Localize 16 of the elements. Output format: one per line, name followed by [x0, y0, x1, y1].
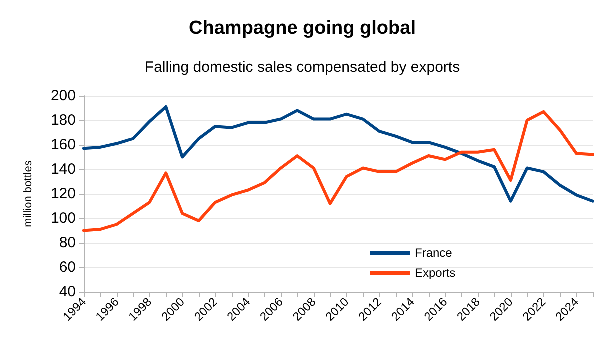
line-series: [82, 110, 594, 232]
y-tick-label: 80: [59, 234, 76, 252]
chart-title: Champagne going global: [189, 18, 416, 39]
y-tick-label: 180: [50, 112, 76, 129]
y-axis-title: million bottles: [22, 160, 34, 228]
y-tick-label: 40: [59, 284, 76, 300]
legend-label: France: [415, 246, 453, 260]
legend-label: Exports: [415, 266, 456, 280]
y-tick-label: 60: [59, 259, 76, 276]
y-tick-label: 120: [50, 186, 76, 202]
y-tick-label: 100: [50, 210, 76, 227]
y-tick-label: 160: [50, 136, 76, 154]
line-series: [82, 106, 594, 203]
chart-subtitle: Falling domestic sales compensated by exports: [144, 59, 460, 76]
y-tick-label: 140: [50, 161, 76, 178]
y-tick-label: 200: [50, 88, 76, 104]
